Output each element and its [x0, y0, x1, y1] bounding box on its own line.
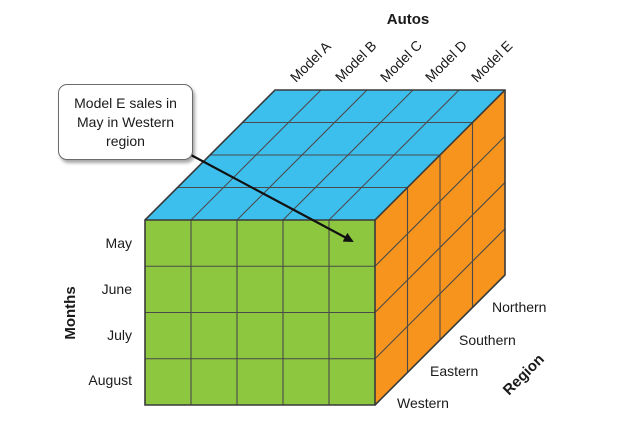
- region-label-northern: Northern: [492, 299, 546, 315]
- callout-text: Model E sales in May in Western region: [74, 94, 177, 149]
- model-label-e: Model E: [468, 37, 516, 85]
- month-label-may: May: [106, 235, 132, 251]
- autos-title: Autos: [387, 11, 430, 28]
- model-label-b: Model B: [332, 37, 380, 85]
- model-label-d: Model D: [422, 37, 470, 85]
- model-label-a: Model A: [287, 38, 335, 86]
- cube-outline: [144, 89, 506, 406]
- model-label-c: Model C: [377, 37, 425, 85]
- region-label-western: Western: [397, 395, 449, 411]
- month-label-june: June: [102, 281, 133, 297]
- months-axis-label: Months: [62, 286, 79, 339]
- callout-box: Model E sales in May in Western region: [58, 84, 193, 160]
- month-label-august: August: [88, 372, 132, 388]
- callout-arrow: [190, 154, 354, 242]
- region-label-southern: Southern: [459, 332, 516, 348]
- cube-grid-lines: [145, 89, 506, 405]
- month-label-july: July: [107, 327, 132, 343]
- region-label-eastern: Eastern: [430, 363, 478, 379]
- region-axis-label: Region: [500, 351, 548, 399]
